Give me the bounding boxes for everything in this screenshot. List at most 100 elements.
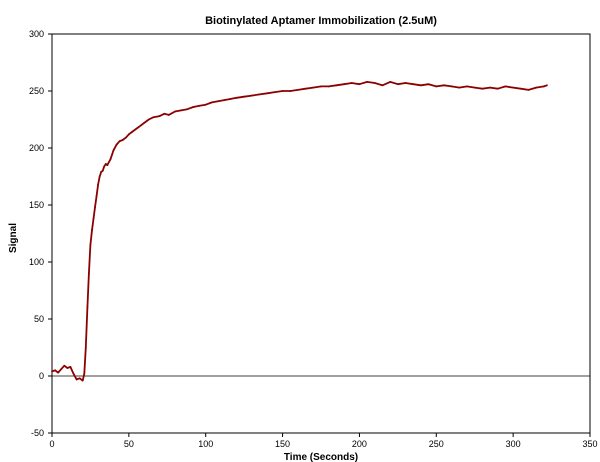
data-point — [147, 118, 150, 121]
x-tick-label: 50 — [124, 439, 134, 449]
data-point — [158, 115, 161, 117]
data-point — [204, 103, 207, 106]
data-point — [542, 85, 545, 88]
chart-title: Biotinylated Aptamer Immobilization (2.5… — [205, 15, 437, 27]
data-point — [504, 85, 507, 88]
data-point — [98, 175, 101, 178]
y-axis-ticks: -50 0 50 100 150 200 250 300 — [29, 29, 52, 438]
x-tick-label: 150 — [275, 439, 290, 449]
y-tick-label: 250 — [29, 86, 44, 96]
data-point — [266, 92, 269, 95]
data-point — [443, 84, 445, 87]
data-point — [535, 86, 538, 89]
data-point — [381, 84, 384, 87]
data-point — [412, 83, 415, 86]
data-point — [217, 100, 219, 103]
data-point — [167, 114, 170, 116]
x-tick-label: 350 — [582, 439, 597, 449]
data-point — [91, 229, 93, 231]
data-point — [304, 87, 307, 90]
x-axis-label: Time (Seconds) — [284, 452, 358, 462]
data-point — [57, 371, 60, 374]
data-point — [100, 171, 103, 173]
data-point — [87, 272, 90, 275]
data-point — [192, 106, 195, 108]
data-point — [229, 98, 232, 100]
data-point — [94, 206, 96, 209]
data-point — [127, 133, 130, 136]
x-tick-label: 0 — [49, 439, 54, 449]
y-tick-label: 0 — [39, 371, 44, 381]
data-point — [118, 140, 121, 143]
data-point — [235, 96, 238, 99]
data-point — [104, 163, 107, 165]
data-point — [312, 86, 315, 89]
y-tick-label: 50 — [34, 314, 44, 324]
data-point — [131, 131, 133, 133]
data-point — [103, 165, 106, 168]
data-point — [512, 86, 515, 89]
data-point — [427, 83, 430, 86]
data-point — [210, 101, 213, 104]
data-point — [373, 82, 376, 84]
x-axis-ticks: 0 50 100 150 200 250 300 350 — [49, 433, 598, 449]
data-point — [527, 88, 530, 91]
data-point — [115, 143, 118, 146]
data-point — [420, 84, 422, 87]
data-point — [140, 124, 143, 127]
data-point — [163, 112, 166, 115]
data-point — [124, 136, 127, 139]
plot-frame — [51, 33, 591, 434]
x-tick-label: 300 — [506, 439, 521, 449]
series-points — [51, 80, 548, 382]
data-point — [466, 85, 468, 88]
data-point — [95, 194, 98, 197]
data-point — [496, 87, 499, 90]
y-axis-label: Signal — [8, 223, 19, 253]
data-point — [281, 90, 284, 92]
y-tick-label: -50 — [31, 428, 44, 438]
data-point — [63, 364, 66, 367]
data-point — [404, 82, 407, 84]
data-point — [121, 139, 124, 141]
data-point — [450, 85, 453, 88]
data-point — [358, 83, 361, 86]
data-point — [186, 108, 189, 111]
data-point — [320, 85, 322, 88]
x-tick-label: 200 — [352, 439, 367, 449]
data-point — [135, 127, 138, 130]
x-tick-label: 250 — [429, 439, 444, 449]
y-tick-label: 150 — [29, 200, 44, 210]
y-tick-label: 100 — [29, 257, 44, 267]
data-point — [72, 372, 75, 375]
data-point — [180, 109, 183, 112]
data-point — [143, 122, 146, 124]
signal-series-line — [51, 81, 548, 382]
data-point — [481, 87, 484, 90]
x-tick-label: 100 — [198, 439, 213, 449]
data-point — [81, 379, 84, 382]
data-point — [84, 346, 87, 349]
data-point — [350, 82, 353, 84]
data-point — [86, 306, 89, 309]
data-point — [51, 370, 53, 373]
data-point — [92, 217, 95, 220]
data-point — [289, 90, 292, 92]
data-point — [396, 83, 399, 86]
data-point — [106, 164, 109, 167]
data-point — [343, 83, 345, 86]
data-point — [89, 244, 92, 246]
data-point — [273, 91, 276, 94]
data-point — [458, 86, 461, 89]
data-point — [250, 94, 253, 97]
data-point — [223, 99, 226, 102]
data-point — [243, 95, 246, 98]
data-point — [473, 86, 476, 89]
data-point — [109, 158, 112, 161]
data-point — [152, 116, 155, 119]
data-point — [174, 110, 176, 113]
y-tick-label: 200 — [29, 143, 44, 153]
data-point — [83, 372, 86, 375]
data-point — [389, 80, 392, 83]
